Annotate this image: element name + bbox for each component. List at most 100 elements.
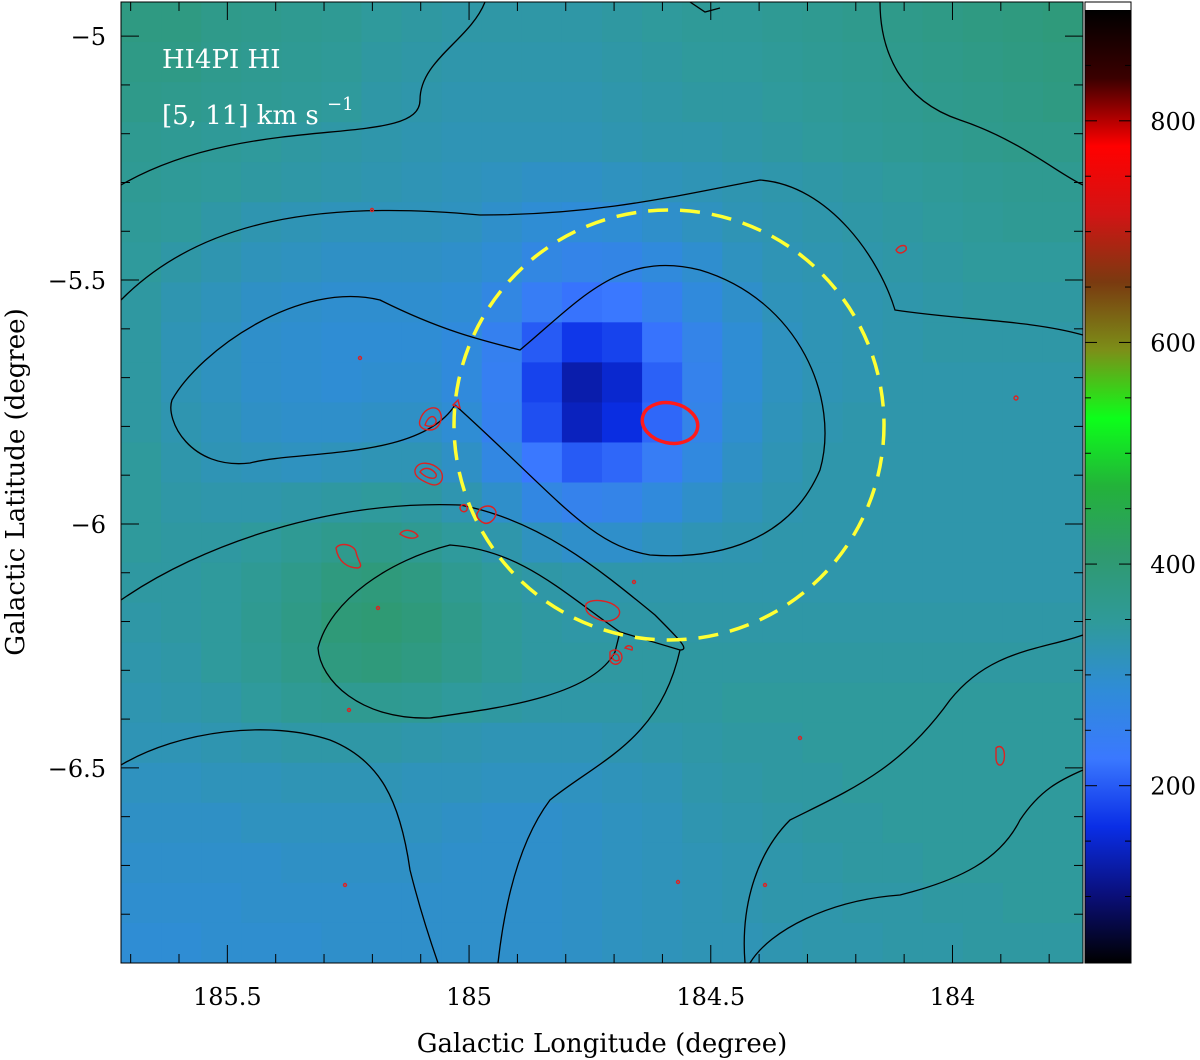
hi-contour xyxy=(743,634,1083,963)
heatmap-cell xyxy=(281,602,323,644)
heatmap-cell xyxy=(802,562,844,604)
heatmap-cell xyxy=(882,562,924,604)
heatmap-cell xyxy=(361,722,403,764)
heatmap-cell xyxy=(842,402,884,444)
heatmap-cell xyxy=(1042,802,1083,844)
heatmap-cell xyxy=(121,42,162,83)
heatmap-cell xyxy=(642,762,683,804)
heatmap-cell xyxy=(561,42,603,83)
heatmap-cell xyxy=(1002,282,1044,323)
x-tick-label: 184.5 xyxy=(676,983,745,1011)
heatmap-cell xyxy=(642,802,683,844)
heatmap-cell xyxy=(121,562,162,604)
heatmap-cell xyxy=(201,362,242,404)
heatmap-cell xyxy=(762,522,804,564)
heatmap-cell xyxy=(161,922,202,963)
heatmap-cell xyxy=(121,842,162,884)
heatmap-cell xyxy=(1042,562,1083,604)
heatmap-cell xyxy=(802,162,844,203)
co-clump xyxy=(995,745,1006,766)
co-clump xyxy=(609,649,623,665)
colorbar-frame xyxy=(1084,1,1132,964)
heatmap-cell xyxy=(802,642,844,684)
heatmap-cell xyxy=(642,522,683,564)
heatmap-cell xyxy=(201,242,242,283)
velocity-unit-superscript: −1 xyxy=(327,94,354,115)
heatmap-cell xyxy=(842,722,884,764)
heatmap-cell xyxy=(682,82,723,123)
heatmap-cell xyxy=(241,562,282,604)
heatmap-cell xyxy=(802,802,844,844)
heatmap-cell xyxy=(401,2,443,43)
heatmap-cell xyxy=(962,362,1004,404)
heatmap-cell xyxy=(882,202,924,243)
heatmap-cell xyxy=(361,282,403,323)
hi-contour xyxy=(879,2,1083,186)
heatmap-cell xyxy=(962,922,1004,963)
heatmap-cell xyxy=(802,2,844,43)
heatmap-cell xyxy=(802,362,844,404)
heatmap-cell xyxy=(682,162,723,203)
colorbar-gradient xyxy=(1085,10,1131,963)
heatmap-cell xyxy=(762,322,804,363)
heatmap-cell xyxy=(521,202,563,243)
heatmap-cell xyxy=(401,482,443,524)
colorbar-tick-label: 800 xyxy=(1150,108,1196,136)
heatmap-cell xyxy=(602,362,643,404)
heatmap-cell xyxy=(201,522,242,564)
heatmap-cell xyxy=(922,362,964,404)
region-circle xyxy=(452,208,886,642)
heatmap-cell xyxy=(642,562,683,604)
heatmap-cell xyxy=(321,722,363,764)
heatmap-cell xyxy=(842,682,884,724)
heatmap-cell xyxy=(481,282,523,323)
plot-frame xyxy=(120,1,1084,964)
co-clump xyxy=(342,882,348,888)
heatmap-cell xyxy=(1042,442,1083,484)
heatmap-cell xyxy=(161,42,202,83)
heatmap-cell xyxy=(441,202,483,243)
velocity-range-main: [5, 11] km s xyxy=(162,101,319,131)
heatmap-cell xyxy=(241,82,282,123)
heatmap-cell xyxy=(802,522,844,564)
heatmap-cell xyxy=(882,442,924,484)
heatmap-cell xyxy=(121,762,162,804)
heatmap-cell xyxy=(882,922,924,963)
heatmap-cell xyxy=(121,802,162,844)
heatmap-cell xyxy=(602,802,643,844)
heatmap-cell xyxy=(481,562,523,604)
heatmap-cell xyxy=(481,162,523,203)
heatmap-cell xyxy=(642,882,683,924)
heatmap-cell xyxy=(682,122,723,163)
heatmap-cell xyxy=(241,362,282,404)
heatmap-cell xyxy=(882,842,924,884)
heatmap-cell xyxy=(201,682,242,724)
heatmap-cell xyxy=(962,2,1004,43)
heatmap-cell xyxy=(281,922,323,963)
velocity-range-label: [5, 11] km s −1 xyxy=(162,94,354,131)
heatmap-cell xyxy=(401,522,443,564)
heatmap-cell xyxy=(561,362,603,404)
heatmap-cell xyxy=(361,202,403,243)
heatmap-cell xyxy=(241,242,282,283)
heatmap-cell xyxy=(121,442,162,484)
co-clump xyxy=(459,503,468,513)
co-clump xyxy=(399,529,419,539)
heatmap-cell xyxy=(521,922,563,963)
heatmap-cell xyxy=(842,162,884,203)
heatmap-cell xyxy=(1002,202,1044,243)
co-clump xyxy=(375,605,381,611)
heatmap-cell xyxy=(281,242,323,283)
heatmap-cell xyxy=(321,362,363,404)
contour-overlays xyxy=(121,2,1083,963)
co-clump xyxy=(623,645,634,651)
heatmap-cell xyxy=(241,922,282,963)
heatmap-cell xyxy=(521,682,563,724)
heatmap-cell xyxy=(722,42,763,83)
heatmap-cell xyxy=(882,522,924,564)
heatmap-cell xyxy=(401,322,443,363)
heatmap-cell xyxy=(1002,162,1044,203)
y-tick-label: −5 xyxy=(71,23,106,51)
heatmap-cell xyxy=(722,162,763,203)
heatmap-cell xyxy=(1002,922,1044,963)
